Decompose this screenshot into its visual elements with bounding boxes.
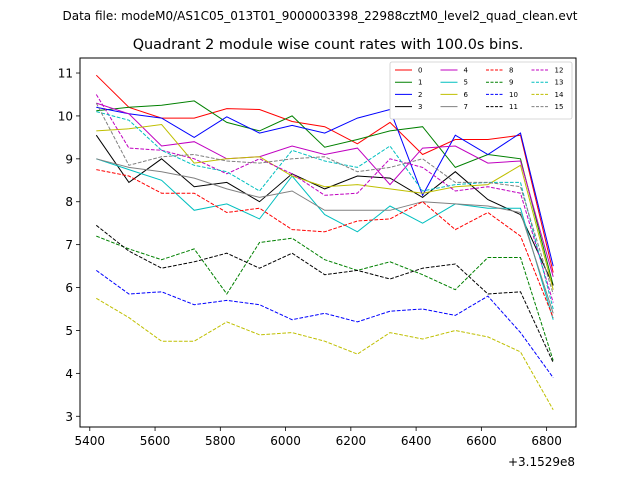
series-line-14 — [96, 297, 554, 411]
plot-area-frame — [79, 57, 577, 428]
legend-label: 0 — [418, 67, 422, 75]
chart-title: Quadrant 2 module wise count rates with … — [133, 37, 524, 53]
series-line-0 — [95, 74, 554, 273]
data-file-caption: Data file: modeM0/AS1C05_013T01_90000033… — [62, 9, 577, 23]
legend-label: 14 — [555, 91, 564, 99]
legend-label: 2 — [418, 91, 422, 99]
legend-label: 8 — [509, 67, 513, 75]
y-tick-label: 8 — [65, 195, 73, 209]
plot-series-group — [95, 74, 554, 411]
y-tick-label: 10 — [58, 109, 73, 123]
series-line-1 — [96, 100, 554, 286]
legend-label: 13 — [555, 79, 564, 87]
legend-label: 1 — [418, 79, 422, 87]
legend-box — [389, 61, 573, 120]
series-line-12 — [95, 94, 554, 303]
x-tick-label: 6000 — [270, 434, 301, 448]
x-tick-label: 6800 — [531, 434, 562, 448]
y-tick-label: 4 — [65, 367, 73, 381]
legend-label: 7 — [464, 103, 468, 111]
series-line-4 — [96, 102, 554, 277]
x-tick-label: 5400 — [75, 434, 106, 448]
y-tick-label: 7 — [65, 238, 73, 252]
x-tick-label: 6600 — [466, 434, 497, 448]
legend-label: 5 — [464, 79, 468, 87]
series-line-11 — [95, 224, 554, 363]
series-line-5 — [96, 158, 554, 320]
series-line-2 — [96, 106, 554, 267]
series-line-7 — [96, 158, 554, 314]
series-line-13 — [96, 111, 554, 310]
x-tick-label: 6400 — [401, 434, 432, 448]
series-line-8 — [96, 169, 554, 318]
x-tick-label: 5800 — [205, 434, 236, 448]
x-tick-label: 6200 — [336, 434, 367, 448]
legend-label: 9 — [509, 79, 513, 87]
legend-label: 3 — [418, 103, 422, 111]
x-tick-label: 5600 — [140, 434, 171, 448]
series-line-3 — [95, 134, 554, 286]
y-tick-label: 11 — [58, 67, 73, 81]
x-axis-offset-label: +3.1529e8 — [508, 455, 575, 469]
y-tick-label: 6 — [65, 281, 73, 295]
series-line-9 — [96, 235, 554, 361]
legend-label: 10 — [509, 91, 518, 99]
series-line-6 — [96, 123, 554, 290]
y-tick-label: 3 — [65, 410, 73, 424]
legend-label: 6 — [464, 91, 469, 99]
y-tick-label: 5 — [65, 324, 73, 338]
x-axis: 5400 5600 5800 6000 6200 6400 6600 6800 — [75, 427, 562, 448]
legend-label: 4 — [464, 67, 469, 75]
legend-label: 11 — [509, 103, 518, 111]
series-line-10 — [96, 269, 554, 378]
series-line-15 — [95, 102, 554, 295]
y-axis: 3 4 5 6 7 8 9 10 11 — [58, 67, 80, 424]
legend-label: 12 — [555, 67, 564, 75]
legend-label: 15 — [555, 103, 564, 111]
y-tick-label: 9 — [65, 152, 73, 166]
